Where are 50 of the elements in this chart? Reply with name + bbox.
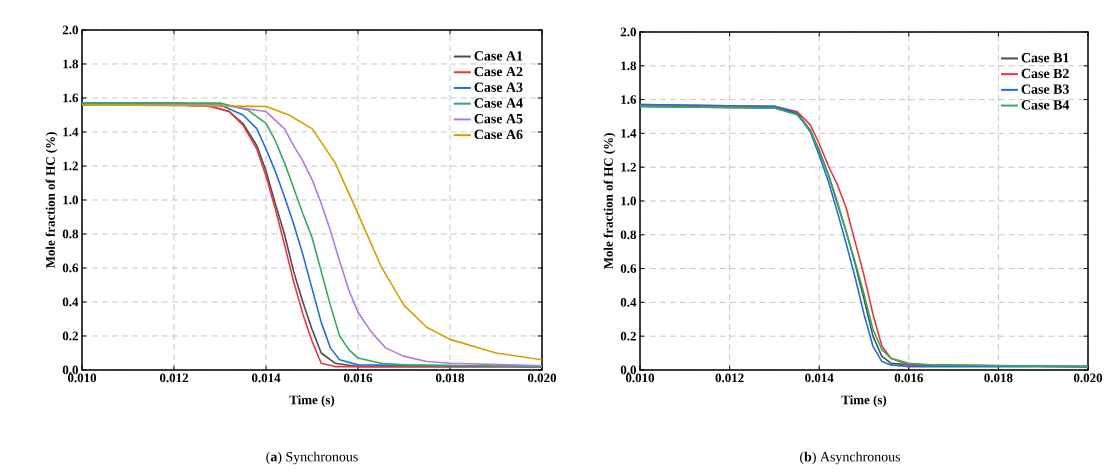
- y-tick-label: 1.0: [63, 195, 78, 205]
- x-tick-label: 0.012: [159, 373, 189, 383]
- y-tick-label: 0.8: [620, 230, 637, 240]
- y-tick-label: 1.0: [621, 196, 636, 206]
- x-tick-label: 0.010: [625, 373, 655, 383]
- legend-label: Case B3: [1021, 84, 1069, 94]
- y-tick-label: 0.8: [62, 229, 79, 239]
- y-tick-label: 1.6: [63, 93, 79, 103]
- legend-label: Case A1: [474, 51, 523, 61]
- y-tick-label: 1.2: [63, 161, 78, 171]
- y-tick-label: 0.4: [62, 297, 79, 307]
- legend-label: Case A5: [474, 114, 523, 124]
- y-axis-title: Mole fraction of HC (%): [45, 132, 58, 269]
- x-tick-label: 0.014: [251, 373, 281, 383]
- x-tick-label: 0.010: [67, 373, 97, 383]
- y-tick-label: 0.0: [62, 365, 78, 375]
- legend-label: Case B1: [1021, 53, 1069, 63]
- y-tick-label: 2.0: [62, 25, 78, 35]
- x-tick-label: 0.012: [715, 373, 744, 383]
- x-tick-label: 0.018: [984, 373, 1013, 383]
- y-tick-label: 1.6: [621, 95, 637, 104]
- legend-label: Case A2: [474, 66, 523, 77]
- text: (a) Synchronous: [266, 451, 358, 465]
- x-tick-label: 0.020: [1073, 373, 1103, 383]
- x-tick-label: 0.020: [527, 373, 557, 383]
- legend-label: Case A3: [474, 82, 523, 92]
- y-tick-label: 1.4: [621, 129, 637, 138]
- y-tick-label: 1.8: [63, 59, 79, 69]
- y-tick-label: 0.2: [620, 331, 636, 341]
- x-tick-label: 0.014: [805, 373, 834, 383]
- x-tick-label: 0.016: [343, 373, 373, 383]
- legend-label: Case B4: [1021, 100, 1070, 110]
- x-axis-title: Time (s): [289, 395, 335, 407]
- x-axis-title: Time (s): [841, 395, 887, 407]
- y-tick-label: 0.0: [620, 365, 636, 375]
- y-tick-label: 0.6: [62, 263, 79, 273]
- legend-label: Case A4: [474, 98, 523, 108]
- y-tick-label: 0.4: [620, 297, 637, 307]
- y-tick-label: 0.6: [620, 264, 637, 273]
- legend-label: Case A6: [474, 129, 523, 140]
- legend-label: Case B2: [1021, 68, 1069, 79]
- y-tick-label: 1.4: [63, 127, 79, 137]
- y-tick-label: 1.8: [621, 61, 637, 71]
- y-axis-title: Mole fraction of HC (%): [603, 133, 616, 270]
- x-tick-label: 0.018: [435, 373, 465, 383]
- y-tick-label: 0.2: [62, 331, 78, 341]
- x-tick-label: 0.016: [894, 373, 923, 383]
- y-tick-label: 1.2: [621, 162, 636, 172]
- y-tick-label: 2.0: [620, 27, 636, 37]
- text: (b) Asynchronous: [800, 451, 901, 465]
